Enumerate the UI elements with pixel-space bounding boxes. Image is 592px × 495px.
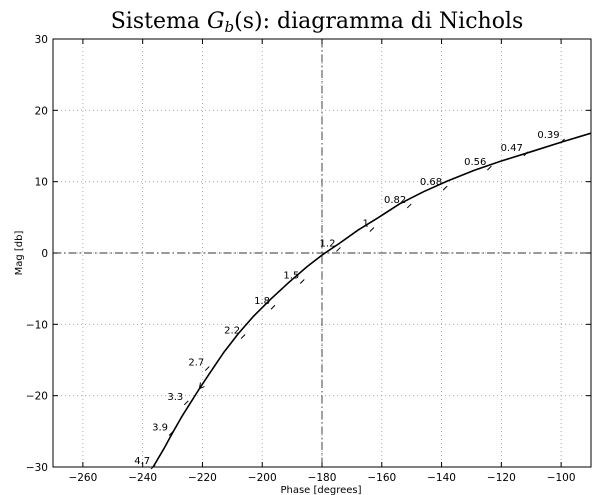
x-tick-label: −260 — [68, 472, 97, 484]
axis-ticks: −260 −240 −220 −200 −180 −160 −140 −120 −100−30−… — [26, 34, 591, 484]
crosshair-lines — [53, 39, 591, 467]
frequency-tick — [270, 304, 276, 310]
frequency-tick — [240, 334, 246, 339]
frequency-label: 2.2 — [224, 325, 240, 336]
series-curve — [152, 132, 592, 468]
frequency-label: 1.2 — [320, 238, 336, 249]
frequency-label: 0.47 — [501, 143, 523, 154]
y-tick-label: 0 — [41, 248, 48, 260]
x-tick-label: −120 — [487, 472, 516, 484]
y-tick-label: 30 — [35, 34, 48, 46]
frequency-label: 1.5 — [283, 271, 299, 282]
y-tick-label: −10 — [26, 319, 48, 331]
frequency-tick — [560, 138, 565, 144]
direction-arrow — [198, 382, 205, 390]
y-axis-label: Mag [db] — [14, 231, 25, 276]
y-tick-label: −20 — [26, 391, 48, 403]
x-tick-label: −200 — [248, 472, 277, 484]
frequency-label: 1 — [363, 218, 369, 229]
frequency-label: 3.3 — [167, 392, 183, 403]
x-tick-label: −160 — [367, 472, 396, 484]
frequency-label: 3.9 — [152, 422, 168, 433]
frequency-label: 2.7 — [188, 358, 204, 369]
frequency-label: 0.39 — [537, 130, 559, 141]
frequency-label: 0.56 — [464, 157, 486, 168]
frequency-tick — [406, 203, 412, 209]
x-axis-label: Phase [degrees] — [280, 485, 361, 495]
frequency-label: 4.7 — [134, 456, 150, 467]
x-tick-label: −220 — [188, 472, 217, 484]
frequency-tick — [369, 227, 375, 232]
frequency-tick — [442, 185, 448, 191]
frequency-tick — [487, 165, 492, 171]
x-tick-label: −240 — [128, 472, 157, 484]
frequency-label: 0.68 — [420, 177, 442, 188]
frequency-tick — [204, 366, 210, 371]
nichols-curve — [152, 132, 592, 468]
frequency-tick — [336, 247, 341, 252]
x-tick-label: −100 — [547, 472, 576, 484]
frequency-tick — [523, 151, 529, 157]
x-tick-label: −180 — [308, 472, 337, 484]
chart-title: Sistema Gb(s): diagramma di Nichols — [111, 9, 524, 36]
y-tick-label: 20 — [35, 105, 48, 117]
frequency-markers: 4.7 3.9 3.3 2.7 2.2 1.8 1.5 1.2 1 0.82 0.68 0.56 0.4… — [134, 130, 565, 470]
y-tick-label: −30 — [26, 462, 48, 474]
x-tick-label: −140 — [427, 472, 456, 484]
frequency-tick — [299, 279, 305, 284]
frequency-tick — [168, 431, 174, 436]
y-tick-label: 10 — [35, 177, 48, 189]
frequency-label: 1.8 — [254, 296, 270, 307]
frequency-tick — [183, 400, 189, 406]
frequency-label: 0.82 — [384, 195, 406, 206]
